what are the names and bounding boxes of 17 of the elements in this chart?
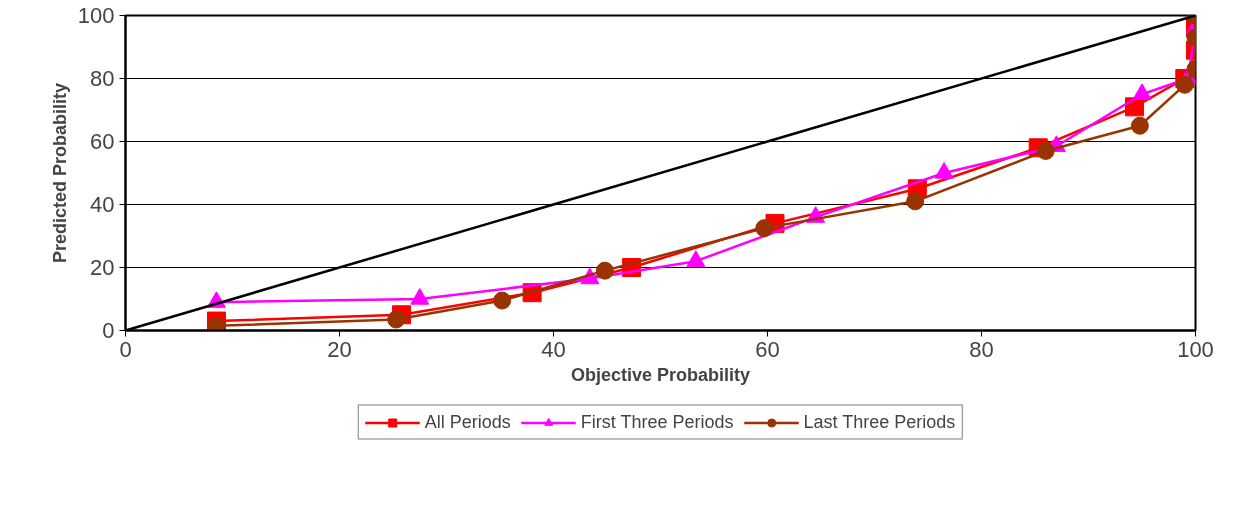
x-tick-label: 20 bbox=[327, 336, 352, 362]
x-tick-label: 100 bbox=[1177, 336, 1214, 362]
legend-label: All Periods bbox=[424, 411, 511, 433]
legend-label: First Three Periods bbox=[580, 411, 734, 433]
x-tick-label: 0 bbox=[119, 336, 132, 362]
y-tick-label: 100 bbox=[77, 3, 115, 28]
x-tick-label: 60 bbox=[755, 336, 780, 362]
x-axis-title: Objective Probability bbox=[570, 364, 751, 385]
y-axis-title: Predicted Probability bbox=[49, 82, 70, 264]
y-tick-label: 80 bbox=[90, 66, 115, 91]
y-tick-label: 0 bbox=[102, 318, 115, 343]
x-tick-label: 80 bbox=[969, 336, 994, 362]
y-tick-label: 60 bbox=[90, 129, 115, 154]
legend-label: Last Three Periods bbox=[803, 411, 956, 433]
y-tick-label: 40 bbox=[90, 192, 115, 217]
y-tick-label: 20 bbox=[90, 255, 115, 280]
x-tick-label: 40 bbox=[541, 336, 566, 362]
